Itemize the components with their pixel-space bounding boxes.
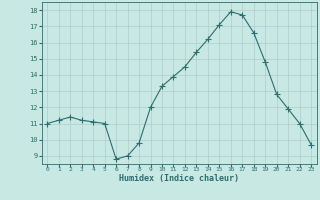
X-axis label: Humidex (Indice chaleur): Humidex (Indice chaleur) (119, 174, 239, 183)
